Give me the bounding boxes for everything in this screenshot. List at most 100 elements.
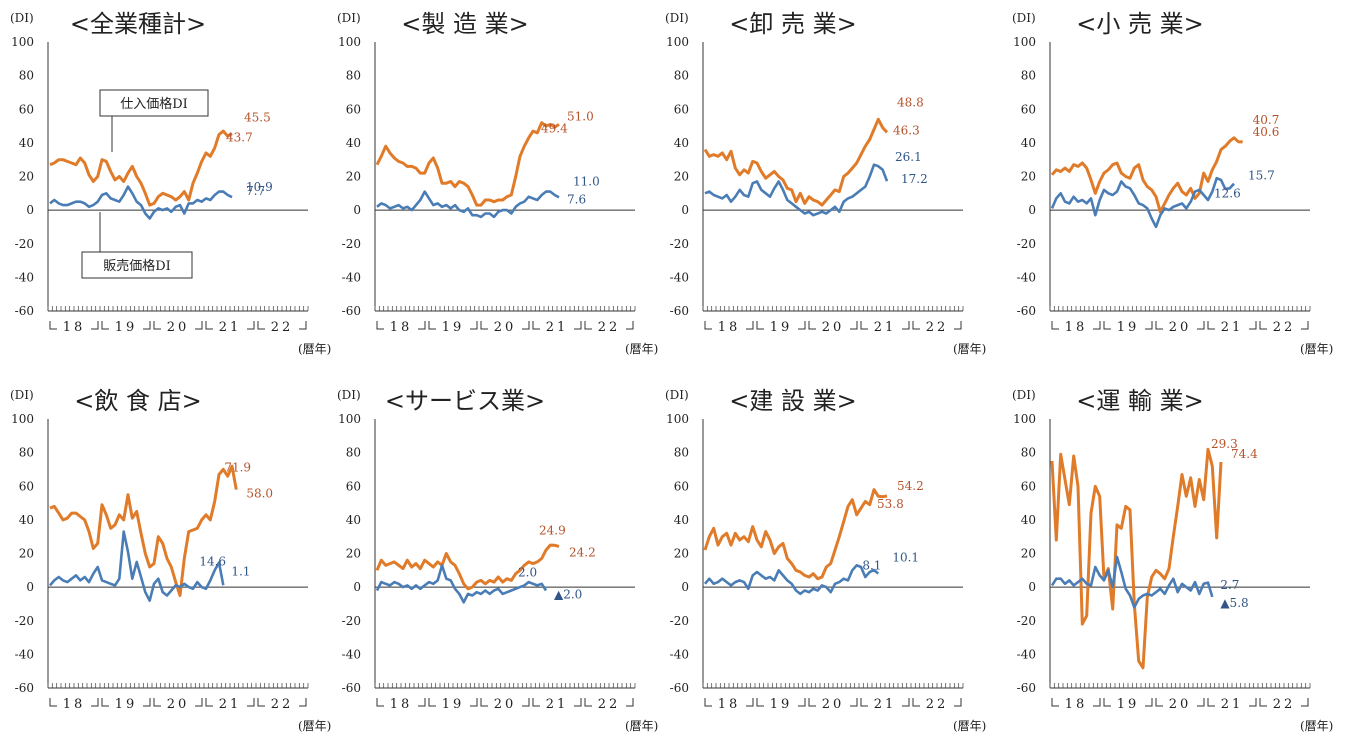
chart-panel-6: <建 設 業> (DI) 100 80 60 40 20 0 -20 -40 -60 18 19 20 21… bbox=[665, 387, 986, 733]
y-tick-label: -20 bbox=[670, 614, 689, 628]
x-tick-label: 21 bbox=[874, 320, 897, 335]
year-bracket-right bbox=[247, 698, 255, 707]
chart-title: <サービス業> bbox=[385, 387, 545, 415]
series-line-purchase-price bbox=[1050, 136, 1243, 214]
year-bracket-right bbox=[1093, 698, 1101, 707]
year-bracket-left bbox=[1155, 698, 1163, 707]
year-bracket-left bbox=[428, 321, 436, 330]
y-tick-label: 100 bbox=[666, 35, 689, 49]
x-tick-label: 19 bbox=[1117, 697, 1140, 712]
x-tick-label: 21 bbox=[874, 697, 897, 712]
data-label: 40.7 bbox=[1253, 113, 1280, 127]
x-axis-unit-label: (暦年) bbox=[298, 719, 331, 733]
y-tick-label: 60 bbox=[674, 102, 689, 116]
x-tick-label: 22 bbox=[598, 320, 621, 335]
data-label: 40.6 bbox=[1253, 125, 1280, 139]
y-axis-unit-label: (DI) bbox=[665, 11, 689, 25]
x-tick-label: 19 bbox=[770, 697, 793, 712]
year-bracket-left bbox=[532, 698, 540, 707]
chart-title: <飲 食 店> bbox=[74, 387, 201, 415]
year-bracket-left bbox=[532, 321, 540, 330]
y-tick-label: 60 bbox=[1021, 102, 1036, 116]
x-tick-label: 22 bbox=[271, 697, 294, 712]
chart-title: <製 造 業> bbox=[401, 10, 528, 38]
x-tick-label: 22 bbox=[1273, 320, 1296, 335]
year-bracket-left bbox=[376, 698, 384, 707]
x-axis-unit-label: (暦年) bbox=[953, 342, 986, 356]
year-bracket-left bbox=[257, 321, 265, 330]
series-line-selling-price bbox=[49, 530, 225, 602]
x-tick-label: 21 bbox=[219, 697, 242, 712]
y-tick-label: -20 bbox=[342, 614, 361, 628]
year-bracket-right bbox=[91, 321, 99, 330]
year-bracket-left bbox=[756, 321, 764, 330]
data-label: 48.8 bbox=[897, 95, 924, 109]
x-tick-label: 21 bbox=[1221, 320, 1244, 335]
year-bracket-left bbox=[808, 321, 816, 330]
y-tick-label: 100 bbox=[338, 35, 361, 49]
year-bracket-left bbox=[428, 698, 436, 707]
x-tick-label: 18 bbox=[63, 320, 86, 335]
y-axis-unit-label: (DI) bbox=[10, 11, 34, 25]
year-bracket-right bbox=[574, 698, 582, 707]
chart-panel-3: <小 売 業> (DI) 100 80 60 40 20 0 -20 -40 -60 18 19 20 21… bbox=[1012, 10, 1333, 356]
data-label: 74.4 bbox=[1231, 447, 1258, 461]
y-tick-label: -60 bbox=[1017, 681, 1036, 695]
chart-title: <小 売 業> bbox=[1076, 10, 1203, 38]
series-line-purchase-price bbox=[1050, 447, 1223, 670]
year-bracket-left bbox=[756, 698, 764, 707]
year-bracket-right bbox=[1249, 321, 1257, 330]
data-label: 46.3 bbox=[893, 123, 920, 137]
y-tick-label: -60 bbox=[15, 304, 34, 318]
x-axis-unit-label: (暦年) bbox=[953, 719, 986, 733]
y-tick-label: 80 bbox=[346, 69, 361, 83]
year-bracket-left bbox=[49, 321, 57, 330]
y-tick-label: 0 bbox=[353, 203, 361, 217]
chart-panel-5: <サービス業> (DI) 100 80 60 40 20 0 -20 -40 -60 18 19 20 21… bbox=[337, 387, 658, 733]
x-tick-label: 22 bbox=[598, 697, 621, 712]
x-tick-label: 20 bbox=[1169, 697, 1192, 712]
y-tick-label: 40 bbox=[346, 136, 361, 150]
data-label: 43.7 bbox=[226, 131, 253, 145]
year-bracket-right bbox=[299, 321, 307, 330]
year-bracket-right bbox=[850, 698, 858, 707]
data-label: 2.0 bbox=[518, 565, 537, 579]
y-axis-unit-label: (DI) bbox=[10, 388, 34, 402]
year-bracket-left bbox=[1051, 698, 1059, 707]
data-label: 29.3 bbox=[1211, 437, 1238, 451]
data-label: 10.1 bbox=[892, 551, 919, 565]
y-tick-label: 80 bbox=[1021, 69, 1036, 83]
chart-title: <卸 売 業> bbox=[729, 10, 856, 38]
callout-selling-price: 販売価格DI bbox=[103, 258, 171, 274]
year-bracket-right bbox=[746, 321, 754, 330]
x-tick-label: 22 bbox=[1273, 697, 1296, 712]
y-tick-label: 0 bbox=[26, 203, 34, 217]
data-label: 45.5 bbox=[244, 111, 271, 125]
x-tick-label: 18 bbox=[63, 697, 86, 712]
year-bracket-right bbox=[574, 321, 582, 330]
y-tick-label: 20 bbox=[19, 547, 34, 561]
y-tick-label: 20 bbox=[346, 170, 361, 184]
year-bracket-left bbox=[808, 698, 816, 707]
data-label: 24.9 bbox=[539, 523, 566, 537]
year-bracket-left bbox=[153, 321, 161, 330]
series-line-selling-price bbox=[1050, 555, 1214, 609]
x-tick-label: 21 bbox=[1221, 697, 1244, 712]
y-tick-label: -60 bbox=[670, 304, 689, 318]
x-axis-unit-label: (暦年) bbox=[625, 342, 658, 356]
year-bracket-right bbox=[470, 698, 478, 707]
y-tick-label: 0 bbox=[681, 580, 689, 594]
year-bracket-left bbox=[101, 698, 109, 707]
series-line-selling-price bbox=[1050, 176, 1235, 229]
series-line-purchase-price bbox=[703, 488, 888, 581]
year-bracket-left bbox=[480, 321, 488, 330]
year-bracket-left bbox=[704, 698, 712, 707]
year-bracket-left bbox=[257, 698, 265, 707]
year-bracket-right bbox=[418, 698, 426, 707]
y-tick-label: -20 bbox=[15, 237, 34, 251]
y-tick-label: 100 bbox=[11, 412, 34, 426]
y-tick-label: 0 bbox=[1028, 203, 1036, 217]
y-tick-label: 60 bbox=[1021, 479, 1036, 493]
chart-panel-4: <飲 食 店> (DI) 100 80 60 40 20 0 -20 -40 -60 18 19 20 21… bbox=[10, 387, 331, 733]
y-tick-label: -40 bbox=[342, 270, 361, 284]
